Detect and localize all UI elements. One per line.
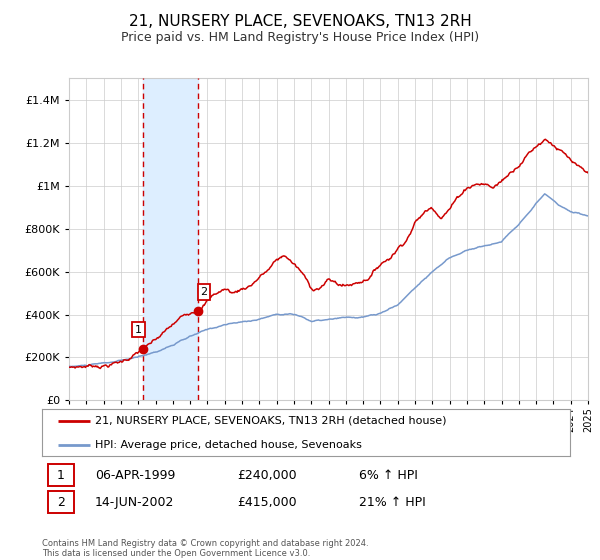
Text: 21% ↑ HPI: 21% ↑ HPI — [359, 496, 425, 508]
Text: £240,000: £240,000 — [238, 469, 297, 482]
Bar — [143, 78, 198, 400]
Text: 1: 1 — [57, 469, 65, 482]
Text: Contains HM Land Registry data © Crown copyright and database right 2024.
This d: Contains HM Land Registry data © Crown c… — [42, 539, 368, 558]
Text: 06-APR-1999: 06-APR-1999 — [95, 469, 175, 482]
Text: 1: 1 — [135, 325, 142, 334]
Text: 6% ↑ HPI: 6% ↑ HPI — [359, 469, 418, 482]
Text: 2: 2 — [200, 287, 208, 297]
Text: 21, NURSERY PLACE, SEVENOAKS, TN13 2RH (detached house): 21, NURSERY PLACE, SEVENOAKS, TN13 2RH (… — [95, 416, 446, 426]
FancyBboxPatch shape — [49, 491, 74, 514]
Text: 14-JUN-2002: 14-JUN-2002 — [95, 496, 174, 508]
Text: HPI: Average price, detached house, Sevenoaks: HPI: Average price, detached house, Seve… — [95, 440, 362, 450]
Text: Price paid vs. HM Land Registry's House Price Index (HPI): Price paid vs. HM Land Registry's House … — [121, 31, 479, 44]
FancyBboxPatch shape — [49, 464, 74, 486]
Text: £415,000: £415,000 — [238, 496, 297, 508]
Text: 21, NURSERY PLACE, SEVENOAKS, TN13 2RH: 21, NURSERY PLACE, SEVENOAKS, TN13 2RH — [128, 14, 472, 29]
Text: 2: 2 — [57, 496, 65, 508]
